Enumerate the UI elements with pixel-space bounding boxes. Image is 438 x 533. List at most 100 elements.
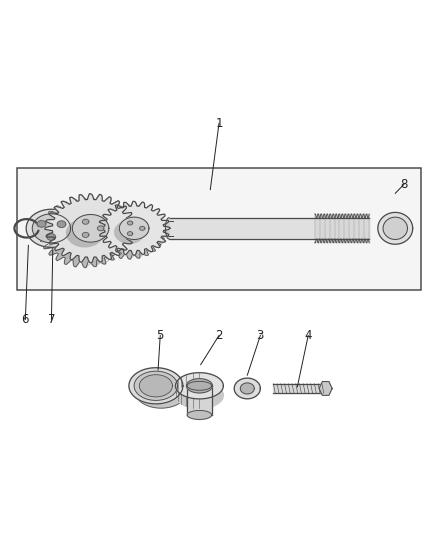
Polygon shape [57,255,63,261]
Polygon shape [64,253,70,257]
Polygon shape [99,241,103,246]
Polygon shape [40,236,46,241]
Polygon shape [82,232,89,237]
Polygon shape [53,244,59,249]
Polygon shape [66,257,74,264]
Polygon shape [383,217,407,239]
Polygon shape [32,214,71,243]
Polygon shape [125,243,132,248]
Polygon shape [105,243,111,248]
Polygon shape [116,249,125,255]
Polygon shape [47,234,56,240]
Polygon shape [88,257,95,262]
Polygon shape [130,255,135,259]
Polygon shape [152,242,158,246]
Polygon shape [240,383,254,394]
Polygon shape [98,255,104,260]
Polygon shape [140,252,145,258]
Polygon shape [187,381,212,390]
Polygon shape [17,168,421,290]
Polygon shape [159,232,166,237]
Polygon shape [95,236,103,240]
Polygon shape [132,251,138,254]
Polygon shape [141,249,146,253]
Polygon shape [49,249,55,255]
Polygon shape [81,257,88,265]
Polygon shape [176,373,223,399]
Polygon shape [155,247,160,251]
Polygon shape [113,255,120,260]
Polygon shape [106,253,115,259]
Polygon shape [57,249,64,257]
Polygon shape [37,221,46,227]
Polygon shape [85,263,92,268]
Polygon shape [147,246,152,253]
Polygon shape [121,237,131,242]
Text: 4: 4 [304,329,312,342]
Polygon shape [78,257,85,264]
Text: 1: 1 [215,117,223,130]
Polygon shape [136,253,142,258]
Text: 7: 7 [48,313,55,326]
Polygon shape [129,235,135,241]
Polygon shape [146,252,152,255]
Polygon shape [45,194,136,263]
Polygon shape [139,375,173,397]
Polygon shape [94,205,165,259]
Polygon shape [72,214,109,242]
Polygon shape [159,230,167,235]
Polygon shape [82,219,89,224]
Polygon shape [102,237,107,241]
Polygon shape [129,368,183,404]
Polygon shape [74,261,81,266]
Polygon shape [103,259,110,264]
Polygon shape [118,249,124,253]
Polygon shape [134,371,178,400]
Text: 3: 3 [257,329,264,342]
Polygon shape [120,239,129,245]
Polygon shape [117,243,124,248]
Polygon shape [123,231,129,237]
Polygon shape [67,219,103,247]
Polygon shape [26,209,77,247]
Polygon shape [378,213,413,244]
Text: 5: 5 [156,329,164,342]
Polygon shape [113,251,120,256]
Polygon shape [176,382,223,408]
Polygon shape [39,198,131,268]
Polygon shape [120,217,149,239]
Polygon shape [44,244,54,249]
Polygon shape [57,221,66,228]
Polygon shape [157,236,162,241]
Polygon shape [92,260,99,266]
Polygon shape [319,382,332,395]
Polygon shape [134,372,188,408]
Polygon shape [148,246,155,251]
Polygon shape [43,232,53,238]
Polygon shape [48,237,54,243]
Polygon shape [234,378,260,399]
Polygon shape [64,256,70,263]
Text: 8: 8 [400,178,408,191]
Polygon shape [111,249,116,255]
Polygon shape [53,248,63,254]
Polygon shape [186,378,212,393]
Polygon shape [119,247,127,254]
Polygon shape [100,230,105,235]
Polygon shape [102,241,110,246]
Polygon shape [104,247,110,252]
Polygon shape [119,254,125,258]
Polygon shape [111,246,116,250]
Polygon shape [140,227,145,230]
Polygon shape [104,253,111,261]
Polygon shape [159,239,166,245]
Polygon shape [187,410,212,419]
Polygon shape [166,217,169,239]
Polygon shape [44,240,52,247]
Polygon shape [111,249,118,254]
Polygon shape [156,242,164,246]
Polygon shape [127,251,132,257]
Polygon shape [127,221,133,225]
Polygon shape [123,251,129,256]
Polygon shape [43,230,53,236]
